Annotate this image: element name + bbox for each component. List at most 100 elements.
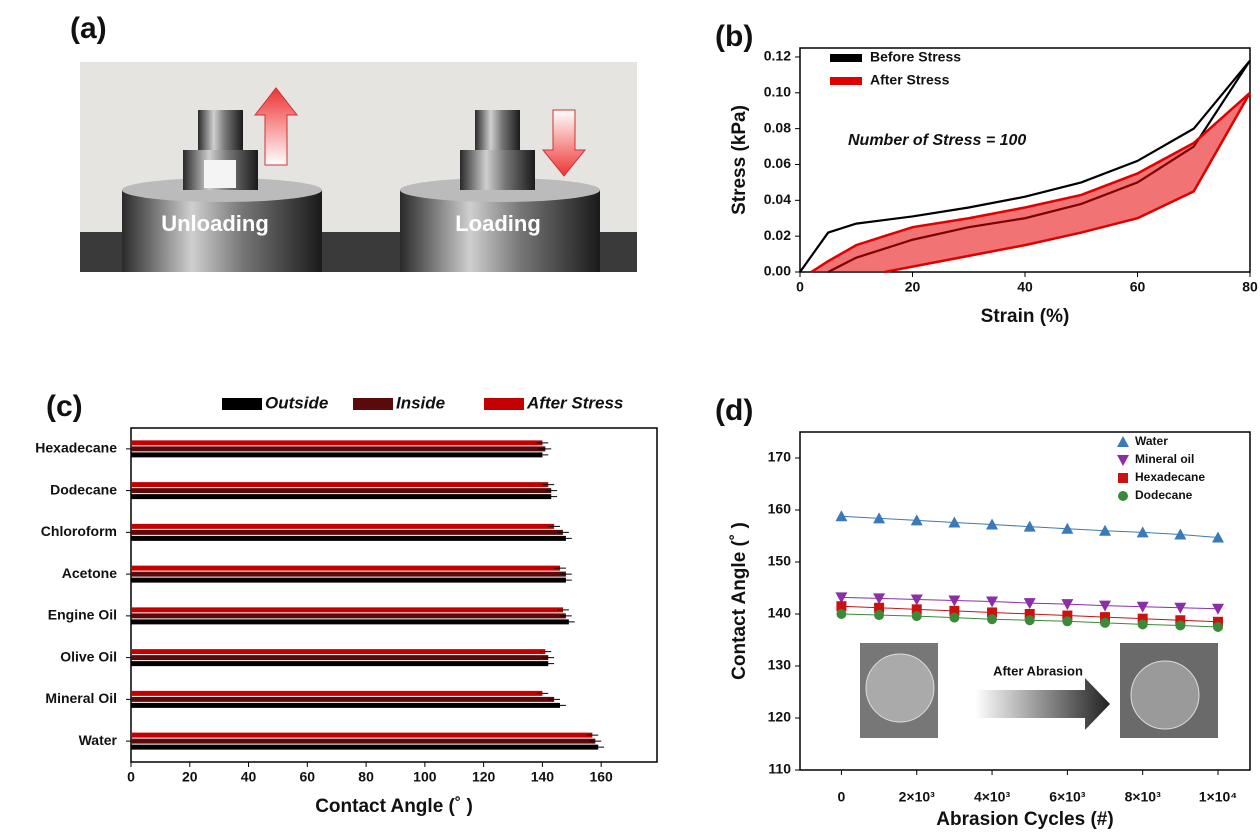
legend-label: Mineral oil [1135, 452, 1194, 466]
curve [811, 93, 1250, 272]
sample [204, 160, 236, 188]
plot-frame [131, 428, 657, 762]
marker [836, 609, 846, 619]
y-tick-label: 170 [768, 449, 792, 465]
bar [131, 649, 545, 654]
bar [131, 578, 566, 583]
x-tick-label: 2×10³ [899, 789, 936, 805]
bar [131, 482, 548, 487]
legend-swatch [484, 398, 524, 410]
x-tick-label: 0 [838, 789, 846, 805]
bar [131, 572, 566, 577]
legend-label: After Stress [870, 72, 950, 88]
x-tick-label: 80 [358, 769, 374, 785]
bar [131, 745, 598, 750]
bar [131, 697, 554, 702]
bar [131, 494, 551, 499]
x-axis-title: Abrasion Cycles (#) [936, 809, 1113, 830]
bar [131, 661, 548, 666]
x-tick-label: 60 [300, 769, 316, 785]
y-tick-label: 140 [768, 605, 792, 621]
legend-marker [1117, 455, 1129, 466]
x-tick-label: 1×10⁴ [1199, 789, 1238, 805]
panel-label: (b) [715, 20, 753, 53]
marker [1100, 618, 1110, 628]
panel-label: (c) [46, 390, 83, 423]
x-axis-title: Strain (%) [981, 306, 1070, 327]
legend-label: Outside [265, 393, 328, 412]
marker [1138, 619, 1148, 629]
marker [874, 610, 884, 620]
sem-particle [1131, 661, 1199, 729]
marker [1213, 622, 1223, 632]
legend-label: Dodecane [1135, 488, 1193, 502]
marker [987, 614, 997, 624]
y-axis-title: Stress (kPa) [729, 105, 750, 215]
photo-panel: (a) Unloading Loading [70, 12, 637, 272]
y-tick-label: Water [79, 732, 118, 748]
bar [131, 607, 563, 612]
y-tick-label: 0.02 [764, 227, 791, 243]
weight [198, 110, 243, 150]
y-tick-label: 0.10 [764, 84, 791, 100]
y-tick-label: 0.08 [764, 119, 791, 135]
x-tick-label: 0 [127, 769, 135, 785]
y-tick-label: 120 [768, 709, 792, 725]
abrasion-arrow [975, 678, 1110, 730]
marker [1175, 620, 1185, 630]
y-tick-label: 160 [768, 501, 792, 517]
x-tick-label: 140 [531, 769, 555, 785]
panel-label: (d) [715, 394, 753, 427]
bar [131, 613, 566, 618]
photo-caption: Unloading [161, 211, 269, 236]
bar [131, 446, 545, 451]
bar [131, 619, 569, 624]
y-tick-label: Engine Oil [48, 607, 117, 623]
y-tick-label: 0.04 [764, 191, 791, 207]
x-tick-label: 40 [1017, 279, 1033, 295]
marker [835, 510, 847, 521]
x-tick-label: 6×10³ [1049, 789, 1086, 805]
bar [131, 733, 592, 738]
weight [475, 110, 520, 150]
legend-label: Water [1135, 434, 1168, 448]
y-tick-label: 130 [768, 657, 792, 673]
legend-swatch [830, 54, 862, 62]
x-tick-label: 120 [472, 769, 496, 785]
legend-label: Before Stress [870, 49, 961, 65]
marker [912, 611, 922, 621]
bar [131, 739, 595, 744]
legend-marker [1118, 491, 1128, 501]
marker [1212, 604, 1224, 615]
y-tick-label: Chloroform [41, 523, 117, 539]
panel-label: (a) [70, 12, 107, 45]
x-tick-label: 40 [241, 769, 257, 785]
y-tick-label: Acetone [62, 565, 117, 581]
bar [131, 655, 548, 660]
x-axis-title: Contact Angle (˚ ) [315, 796, 473, 817]
bar [131, 488, 551, 493]
x-tick-label: 80 [1242, 279, 1258, 295]
legend-marker [1117, 436, 1129, 447]
bar [131, 524, 554, 529]
sem-particle [866, 654, 934, 722]
bar [131, 530, 563, 535]
annotation: Number of Stress = 100 [848, 132, 1026, 149]
y-tick-label: Dodecane [50, 481, 117, 497]
x-tick-label: 20 [905, 279, 921, 295]
marker [1062, 616, 1072, 626]
inset [860, 643, 1218, 738]
legend-swatch [222, 398, 262, 410]
marker [1025, 615, 1035, 625]
y-axis-title: Contact Angle (˚ ) [729, 522, 750, 680]
y-tick-label: Olive Oil [60, 648, 117, 664]
x-tick-label: 4×10³ [974, 789, 1011, 805]
y-tick-label: 150 [768, 553, 792, 569]
y-tick-label: Hexadecane [35, 440, 117, 456]
legend-swatch [830, 77, 862, 85]
y-tick-label: 110 [768, 761, 791, 777]
x-tick-label: 100 [413, 769, 437, 785]
bar [131, 536, 566, 541]
y-tick-label: 0.06 [764, 155, 791, 171]
bar [131, 691, 542, 696]
